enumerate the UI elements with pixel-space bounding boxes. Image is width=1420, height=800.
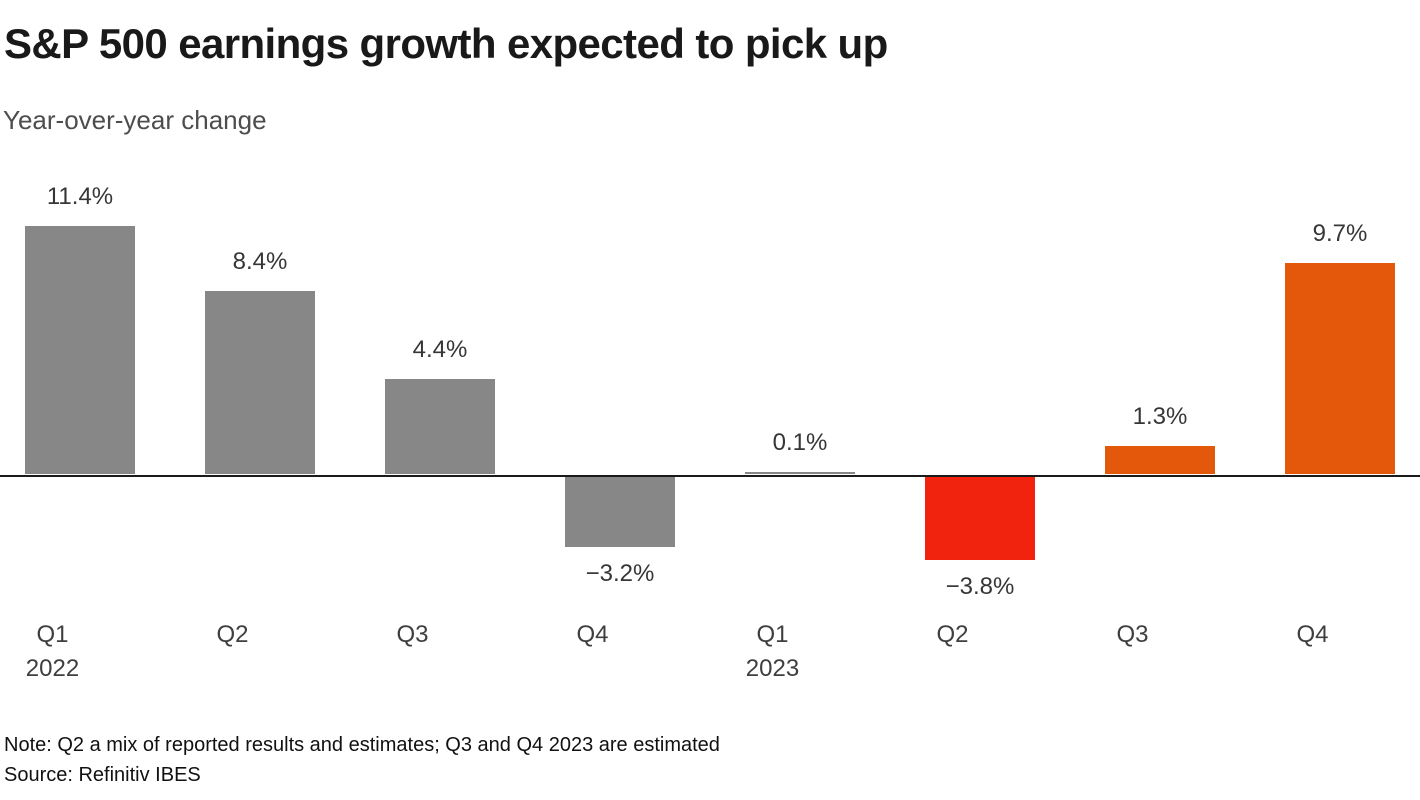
bar-q4-2023 xyxy=(1285,263,1395,475)
bar-q1-2023 xyxy=(745,472,855,475)
chart-subtitle: Year-over-year change xyxy=(3,105,267,135)
x-tick-quarter: Q1 xyxy=(36,621,69,648)
x-tick-q1-2022: Q1 2022 xyxy=(26,621,79,683)
x-tick-quarter: Q2 xyxy=(936,621,969,648)
value-label-q1-2023: 0.1% xyxy=(772,429,828,457)
bar-q2-2023 xyxy=(925,477,1035,560)
x-tick-quarter: Q4 xyxy=(1296,621,1329,648)
x-tick-quarter: Q2 xyxy=(216,621,249,648)
bar-q3-2022 xyxy=(385,378,495,475)
x-tick-q4-2023: Q4 xyxy=(1296,621,1328,649)
bar-q4-2022 xyxy=(565,477,675,547)
value-label-q3-2023: 1.3% xyxy=(1132,403,1188,431)
x-tick-q3-2023: Q3 xyxy=(1116,621,1148,649)
x-tick-q3-2022: Q3 xyxy=(396,621,428,649)
x-tick-q2-2023: Q2 xyxy=(936,621,968,649)
value-label-q4-2023: 9.7% xyxy=(1312,220,1368,248)
value-label-q1-2022: 11.4% xyxy=(46,182,114,210)
x-tick-year: 2023 xyxy=(745,655,800,682)
x-tick-q1-2023: Q1 2023 xyxy=(746,621,799,683)
x-tick-q2-2022: Q2 xyxy=(216,621,248,649)
x-tick-quarter: Q1 xyxy=(756,621,789,648)
x-tick-quarter: Q3 xyxy=(396,621,429,648)
bar-q1-2022 xyxy=(25,225,135,475)
x-tick-quarter: Q4 xyxy=(576,621,609,648)
chart-title: S&P 500 earnings growth expected to pick… xyxy=(4,20,888,67)
value-label-q2-2022: 8.4% xyxy=(232,248,288,276)
value-label-q3-2022: 4.4% xyxy=(412,335,468,363)
x-tick-quarter: Q3 xyxy=(1116,621,1149,648)
source-text: Source: Refinitiv IBES xyxy=(4,764,201,786)
x-tick-q4-2022: Q4 xyxy=(576,621,608,649)
note-text: Note: Q2 a mix of reported results and e… xyxy=(4,734,720,756)
bar-q3-2023 xyxy=(1105,446,1215,475)
bar-q2-2022 xyxy=(205,291,315,475)
value-label-q4-2022: −3.2% xyxy=(585,559,655,587)
value-label-q2-2023: −3.8% xyxy=(945,572,1015,600)
x-axis-zero-line xyxy=(0,474,1420,477)
x-tick-year: 2022 xyxy=(25,655,80,682)
